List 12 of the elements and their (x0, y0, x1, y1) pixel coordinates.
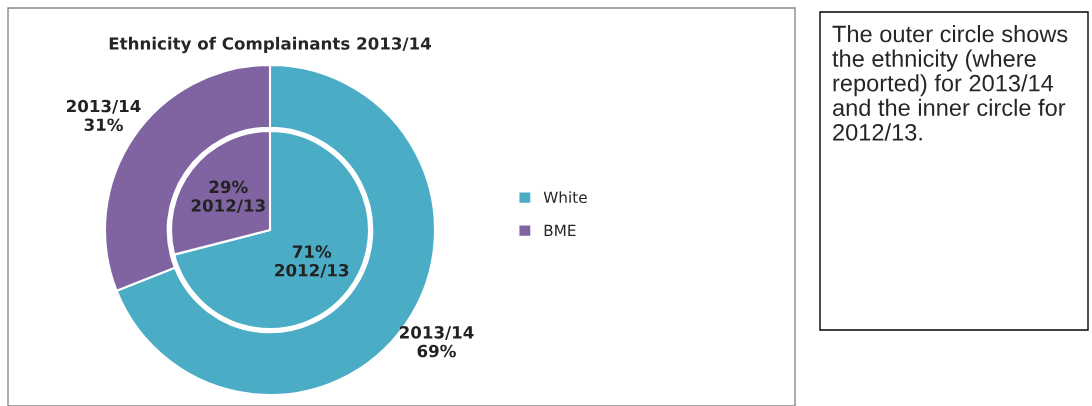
text: The outer circle shows the ethnicity (where reported) for 2013/14 and the inner circle for 2012/13. (832, 25, 1068, 141)
legend-label: BME (544, 224, 576, 236)
chart-title: Ethnicity of Complainants 2013/14 (109, 36, 431, 54)
slice-label: 2012/13 (191, 199, 265, 214)
data-label: 71% (292, 245, 332, 258)
text: 2013/14 (66, 99, 141, 114)
slice-label: 2013/14 (399, 326, 474, 340)
data-label: 69% (417, 344, 456, 358)
legend-label: White (543, 191, 587, 204)
data-label: 31% (84, 118, 123, 132)
text: 2012/13 (275, 263, 349, 278)
data-label: 29% (209, 180, 248, 194)
